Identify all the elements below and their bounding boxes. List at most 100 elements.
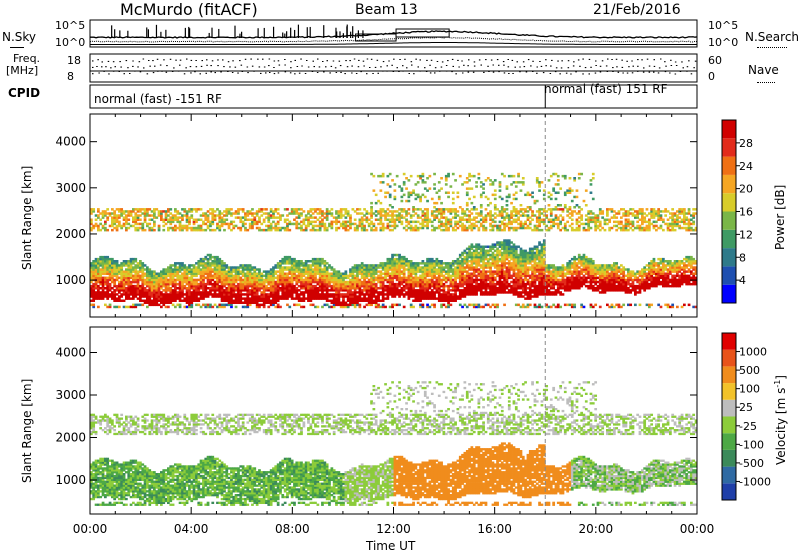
- power-cell: [188, 289, 191, 292]
- nave-legend-line: [757, 82, 775, 83]
- power-cell: [293, 260, 296, 263]
- power-cell: [136, 274, 140, 278]
- power-cell: [521, 181, 525, 184]
- power-cell: [309, 297, 313, 300]
- power-cell: [309, 278, 313, 282]
- power-cell: [461, 278, 464, 282]
- power-cell: [365, 212, 369, 215]
- power-cell: [300, 264, 303, 267]
- power-cell: [248, 224, 252, 228]
- power-cell: [512, 255, 516, 259]
- power-cell: [447, 262, 450, 265]
- power-cell: [444, 270, 448, 273]
- power-cell: [479, 257, 483, 261]
- power-cell: [106, 280, 110, 284]
- power-cell: [206, 214, 210, 217]
- power-cell: [514, 214, 518, 217]
- power-cell: [258, 280, 261, 284]
- power-cell: [281, 262, 285, 265]
- power-cell: [512, 218, 516, 221]
- power-cell: [94, 257, 98, 261]
- power-cell: [512, 268, 516, 271]
- power-cell: [475, 247, 478, 251]
- power-cell: [433, 287, 436, 290]
- power-cell: [339, 214, 343, 217]
- power-cell: [134, 266, 138, 269]
- power-cell: [199, 257, 203, 261]
- power-cell: [281, 272, 285, 275]
- power-cell: [195, 280, 198, 284]
- power-cell: [493, 289, 497, 292]
- power-cell: [414, 280, 418, 284]
- power-cell: [440, 208, 443, 211]
- power-cell: [246, 264, 250, 267]
- power-cell: [489, 270, 492, 273]
- power-cell: [496, 270, 499, 273]
- power-cell: [470, 255, 474, 259]
- power-cell: [465, 276, 469, 280]
- power-cell: [171, 228, 175, 232]
- power-cell: [414, 266, 418, 269]
- power-cell: [230, 228, 233, 232]
- power-cell: [407, 266, 411, 269]
- power-cell: [97, 224, 100, 228]
- power-cell: [176, 270, 180, 273]
- power-cell: [444, 276, 448, 280]
- power-cell: [339, 210, 343, 213]
- power-cell: [353, 289, 357, 292]
- power-cell: [367, 287, 371, 290]
- power-cell: [111, 212, 114, 215]
- power-cell: [290, 274, 294, 278]
- power-cell: [489, 201, 492, 205]
- power-cell: [246, 278, 250, 282]
- power-cell: [346, 212, 350, 215]
- power-cell: [125, 293, 128, 296]
- power-cell: [122, 274, 126, 278]
- power-cell: [115, 208, 119, 211]
- power-cell: [395, 260, 399, 263]
- power-cell: [426, 226, 429, 230]
- power-cell: [307, 224, 310, 228]
- power-cell: [449, 297, 453, 300]
- power-cell: [400, 222, 404, 226]
- power-cell: [491, 224, 495, 228]
- power-cell: [225, 218, 229, 221]
- power-cell: [185, 224, 189, 228]
- power-cell: [503, 287, 506, 290]
- power-cell: [409, 274, 413, 278]
- power-cell: [199, 284, 203, 288]
- power-cell: [125, 222, 128, 226]
- power-cell: [472, 255, 476, 259]
- power-cell: [412, 280, 415, 284]
- power-cell: [148, 282, 152, 286]
- power-cell: [374, 297, 378, 300]
- power-cell: [512, 272, 516, 275]
- power-cell: [421, 305, 425, 309]
- power-cell: [183, 226, 187, 230]
- power-cell: [409, 193, 413, 197]
- power-cell: [496, 255, 499, 259]
- power-cell: [239, 282, 243, 286]
- power-cell: [472, 303, 476, 307]
- power-cell: [157, 276, 161, 280]
- power-cell: [454, 212, 457, 215]
- power-cell: [349, 284, 352, 288]
- power-cell: [426, 224, 429, 228]
- power-cell: [444, 295, 448, 298]
- power-cell: [190, 270, 194, 273]
- power-cell: [209, 287, 212, 290]
- power-cell: [421, 297, 425, 300]
- power-cell: [253, 218, 257, 221]
- power-cell: [496, 253, 499, 257]
- power-cell: [148, 270, 152, 273]
- power-cell: [498, 253, 502, 257]
- power-cell: [332, 278, 336, 282]
- power-cell: [470, 293, 474, 296]
- power-cell: [141, 264, 145, 267]
- power-cell: [400, 187, 404, 190]
- power-cell: [421, 266, 425, 269]
- power-cell: [507, 239, 511, 242]
- power-cell: [496, 280, 499, 284]
- power-cell: [510, 216, 513, 219]
- power-cell: [279, 262, 282, 265]
